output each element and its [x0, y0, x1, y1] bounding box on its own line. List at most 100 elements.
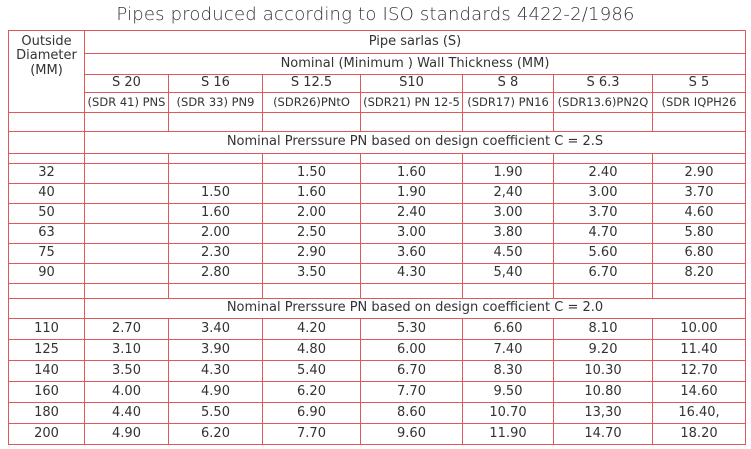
pressure-value: 5.60: [553, 243, 653, 264]
pressure-value: 9.20: [553, 339, 653, 361]
outside-diameter: 75: [8, 243, 85, 264]
pressure-value: 7.70: [262, 423, 361, 445]
table-row: Outside Diameter (MM) Pipe sarlas (S): [8, 30, 746, 113]
table-row: Nominal (Minimum ) Wall Thickness (MM): [9, 53, 746, 75]
outside-diameter: 32: [8, 163, 85, 184]
pressure-value: 1.60: [168, 203, 263, 224]
sdr-header: (SDR13.6)PN2Q: [553, 92, 653, 113]
table-row: 110 2.70 3.40 4.20 5.30 6.60 8.10 10.00: [8, 318, 746, 340]
sdr-header: (SDR IQPH26: [652, 92, 746, 113]
table-row: 160 4.00 4.90 6.20 7.70 9.50 10.80 14.60: [8, 381, 746, 403]
outside-diameter: 110: [8, 318, 85, 340]
series-header: S 6.3: [553, 74, 653, 93]
pressure-value: 2,40: [462, 183, 554, 204]
pressure-value: 8.10: [553, 318, 653, 340]
empty-cell: [8, 153, 85, 164]
outside-diameter: 200: [8, 423, 85, 445]
empty-cell: [8, 131, 85, 154]
pressure-value: 1.50: [262, 163, 361, 184]
empty-cell: [84, 163, 169, 184]
pressure-value: 11.90: [462, 423, 554, 445]
pressure-value: 8.20: [652, 263, 746, 284]
table-row: 125 3.10 3.90 4.80 6.00 7.40 9.20 11.40: [8, 339, 746, 361]
table-row: 40 1.50 1.60 1.90 2,40 3.00 3.70: [8, 183, 746, 204]
section-title: Nominal Prerssure PN based on design coe…: [84, 298, 746, 319]
pressure-value: 6.90: [262, 402, 361, 424]
table-row: 75 2.30 2.90 3.60 4.50 5.60 6.80: [8, 243, 746, 264]
pressure-value: 6.20: [262, 381, 361, 403]
empty-cell: [8, 298, 85, 319]
pressure-value: 4.30: [168, 360, 263, 382]
pressure-value: 6.00: [360, 339, 463, 361]
empty-cell: [84, 243, 169, 264]
empty-cell: [462, 153, 554, 164]
sdr-header: (SDR 41) PNS: [84, 92, 169, 113]
pressure-value: 9.50: [462, 381, 554, 403]
empty-cell: [652, 153, 746, 164]
pressure-value: 5.40: [262, 360, 361, 382]
outside-diameter: 160: [8, 381, 85, 403]
pressure-value: 1.90: [360, 183, 463, 204]
outside-diameter: 50: [8, 203, 85, 224]
pressure-value: 10.30: [553, 360, 653, 382]
empty-cell: [553, 153, 653, 164]
table-row: 32 1.50 1.60 1.90 2.40 2.90: [8, 163, 746, 184]
table-row: [8, 153, 746, 164]
pressure-value: 4.50: [462, 243, 554, 264]
pressure-value: 14.60: [652, 381, 746, 403]
empty-cell: [262, 153, 361, 164]
table-row: [8, 112, 746, 132]
series-header: S 12.5: [262, 74, 361, 93]
empty-cell: [84, 203, 169, 224]
pressure-value: 10.80: [553, 381, 653, 403]
pressure-value: 3.00: [553, 183, 653, 204]
pressure-value: 2.30: [168, 243, 263, 264]
pressure-value: 3.90: [168, 339, 263, 361]
table-row: 50 1.60 2.00 2.40 3.00 3.70 4.60: [8, 203, 746, 224]
pressure-value: 2.90: [262, 243, 361, 264]
empty-cell: [652, 283, 746, 299]
empty-cell: [168, 112, 263, 132]
empty-cell: [84, 112, 169, 132]
table-row: [8, 283, 746, 299]
pressure-value: 2.80: [168, 263, 263, 284]
pressure-value: 3.10: [84, 339, 169, 361]
empty-cell: [8, 112, 85, 132]
empty-cell: [262, 283, 361, 299]
pressure-value: 4.20: [262, 318, 361, 340]
empty-cell: [168, 153, 263, 164]
pressure-value: 3.50: [84, 360, 169, 382]
pressure-value: 13,30: [553, 402, 653, 424]
empty-cell: [168, 163, 263, 184]
table-row: 90 2.80 3.50 4.30 5,40 6.70 8.20: [8, 263, 746, 284]
pressure-value: 3.70: [652, 183, 746, 204]
pressure-value: 4.90: [84, 423, 169, 445]
pressure-value: 6.20: [168, 423, 263, 445]
group-header: Pipe sarlas (S): [84, 30, 746, 54]
sdr-header: (SDR17) PN16: [462, 92, 554, 113]
pressure-value: 4.00: [84, 381, 169, 403]
series-header: S 20: [84, 74, 169, 93]
pressure-value: 3.70: [553, 203, 653, 224]
pressure-value: 1.50: [168, 183, 263, 204]
pressure-value: 9.60: [360, 423, 463, 445]
table-row: 63 2.00 2.50 3.00 3.80 4.70 5.80: [8, 223, 746, 244]
pressure-value: 12.70: [652, 360, 746, 382]
series-header: S10: [360, 74, 463, 93]
pressure-value: 2.00: [262, 203, 361, 224]
empty-cell: [553, 112, 653, 132]
pressure-value: 1.60: [262, 183, 361, 204]
pressure-value: 6.80: [652, 243, 746, 264]
pressure-value: 3.80: [462, 223, 554, 244]
pressure-value: 4.70: [553, 223, 653, 244]
empty-cell: [652, 112, 746, 132]
pressure-value: 2.90: [652, 163, 746, 184]
outside-diameter: 125: [8, 339, 85, 361]
corner-header: Outside Diameter (MM): [8, 30, 85, 113]
pressure-value: 6.70: [553, 263, 653, 284]
pressure-value: 2.50: [262, 223, 361, 244]
pressure-value: 1.90: [462, 163, 554, 184]
empty-cell: [262, 112, 361, 132]
